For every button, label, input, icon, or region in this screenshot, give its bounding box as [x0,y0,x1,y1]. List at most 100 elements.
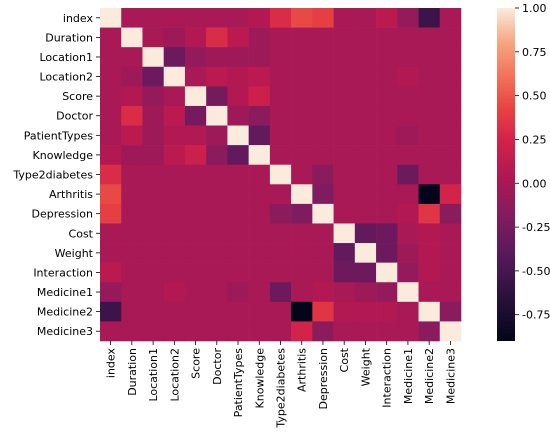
heatmap-cell-Medicine3-Medicine1 [397,321,419,342]
heatmap-cell-Weight-Doctor [206,243,228,263]
heatmap-cell-Weight-PatientTypes [227,243,249,263]
heatmap-cell-index-Location2 [163,8,186,28]
heatmap-cell-Medicine1-index [100,282,122,303]
heatmap-cell-Medicine3-Arthritis [291,321,313,342]
heatmap-cell-Knowledge-Weight [354,145,377,166]
heatmap-cell-Type2diabetes-PatientTypes [227,164,249,185]
heatmap-cell-Weight-index [100,243,122,263]
heatmap-cell-Medicine1-Type2diabetes [269,282,292,303]
x-tick-label-Depression: Depression [317,348,330,410]
heatmap-cell-Knowledge-Medicine2 [418,145,441,166]
y-tick-label-Depression: Depression [32,208,94,221]
heatmap-cell-Arthritis-Arthritis [291,184,313,205]
heatmap-cell-Weight-Depression [312,243,334,263]
heatmap-cell-Arthritis-Knowledge [248,184,271,205]
heatmap-cell-Knowledge-Depression [312,145,334,166]
heatmap-cell-Duration-index [100,27,122,48]
heatmap-cell-Location1-Arthritis [291,47,313,68]
heatmap-cell-Medicine1-Weight [354,282,377,303]
heatmap-cell-Interaction-Location1 [142,262,165,283]
heatmap-cell-Cost-Location2 [163,223,186,244]
y-tick-label-Medicine3: Medicine3 [37,325,93,338]
heatmap-cell-Cost-Location1 [142,223,165,244]
heatmap-cell-Location2-Location1 [142,66,165,87]
heatmap-cell-Doctor-Depression [312,105,334,126]
heatmap-cell-Medicine2-Interaction [376,301,398,322]
heatmap-cell-PatientTypes-Location2 [163,125,186,146]
heatmap-cell-Duration-Interaction [376,27,398,48]
heatmap-cell-Location2-Medicine1 [397,66,419,87]
x-tick-label-PatientTypes: PatientTypes [232,348,245,418]
heatmap-cell-Arthritis-Location1 [142,184,165,205]
heatmap-cell-Interaction-index [100,262,122,283]
heatmap-cell-Medicine3-Medicine3 [439,321,462,342]
heatmap-cell-Cost-Depression [312,223,334,244]
heatmap-cell-Type2diabetes-Knowledge [248,164,271,185]
heatmap-cell-Duration-Medicine2 [418,27,441,48]
heatmap-cell-Depression-Score [184,203,207,224]
heatmap-cell-Type2diabetes-Cost [333,164,356,185]
heatmap-cell-Cost-Duration [121,223,143,244]
heatmap-cell-Cost-Knowledge [248,223,271,244]
heatmap-cell-index-PatientTypes [227,8,249,28]
colorbar-tick-label: 0.75 [522,46,547,59]
heatmap-cell-Medicine3-Weight [354,321,377,342]
heatmap-cell-Type2diabetes-Location2 [163,164,186,185]
heatmap-cell-Medicine1-Doctor [206,282,228,303]
heatmap-cell-Medicine2-Knowledge [248,301,271,322]
heatmap-cell-Score-index [100,86,122,107]
y-tick-label-Medicine2: Medicine2 [37,306,93,319]
heatmap-cell-Medicine3-Score [184,321,207,342]
heatmap-cell-Medicine3-index [100,321,122,342]
heatmap-cell-Medicine3-Interaction [376,321,398,342]
heatmap-cell-Location2-Type2diabetes [269,66,292,87]
heatmap-cell-Score-Weight [354,86,377,107]
y-tick-label-Location1: Location1 [39,51,93,64]
heatmap-cell-index-Medicine3 [439,8,462,28]
heatmap-cell-Doctor-Medicine1 [397,105,419,126]
x-tick-label-Location1: Location1 [147,348,160,402]
heatmap-cell-Doctor-Weight [354,105,377,126]
heatmap-cell-Type2diabetes-Medicine1 [397,164,419,185]
heatmap-cell-index-Score [184,8,207,28]
heatmap-cell-index-Duration [121,8,143,28]
heatmap-cell-Score-Location2 [163,86,186,107]
heatmap-cell-Location2-Medicine2 [418,66,441,87]
heatmap-cell-Depression-Duration [121,203,143,224]
heatmap-cell-PatientTypes-Location1 [142,125,165,146]
heatmap-cell-Medicine2-Location2 [163,301,186,322]
heatmap-cell-Medicine2-Medicine3 [439,301,462,322]
heatmap-cell-Knowledge-Medicine3 [439,145,462,166]
heatmap-cell-Location1-Doctor [206,47,228,68]
heatmap-cell-Depression-Location1 [142,203,165,224]
heatmap-cell-Score-Knowledge [248,86,271,107]
heatmap-cell-PatientTypes-Interaction [376,125,398,146]
heatmap-cell-Interaction-Depression [312,262,334,283]
heatmap-cell-Medicine3-Location2 [163,321,186,342]
heatmap-cell-Medicine2-Doctor [206,301,228,322]
heatmap-cell-Depression-PatientTypes [227,203,249,224]
heatmap-cell-Knowledge-Location2 [163,145,186,166]
heatmap-cell-Depression-Cost [333,203,356,224]
heatmap-cell-Medicine3-Knowledge [248,321,271,342]
heatmap-cell-Location2-Duration [121,66,143,87]
heatmap-cell-Doctor-Location2 [163,105,186,126]
heatmap-cell-Weight-Medicine2 [418,243,441,263]
heatmap-cell-Doctor-Medicine3 [439,105,462,126]
heatmap-cell-Arthritis-Duration [121,184,143,205]
y-tick-label-Knowledge: Knowledge [33,149,94,162]
heatmap-cell-Type2diabetes-Weight [354,164,377,185]
heatmap-cell-Location2-Cost [333,66,356,87]
heatmap-cell-Weight-Cost [333,243,356,263]
heatmap-cell-Type2diabetes-Type2diabetes [269,164,292,185]
heatmap-cell-Interaction-Location2 [163,262,186,283]
heatmap-cell-Medicine3-Duration [121,321,143,342]
heatmap-cell-Knowledge-Doctor [206,145,228,166]
heatmap-cell-Medicine1-Cost [333,282,356,303]
heatmap-cell-Location2-Depression [312,66,334,87]
x-tick-label-Score: Score [190,348,203,379]
heatmap-cell-Doctor-Knowledge [248,105,271,126]
heatmap-cell-Location1-Type2diabetes [269,47,292,68]
heatmap-cell-Score-Score [184,86,207,107]
heatmap-cell-Cost-Doctor [206,223,228,244]
